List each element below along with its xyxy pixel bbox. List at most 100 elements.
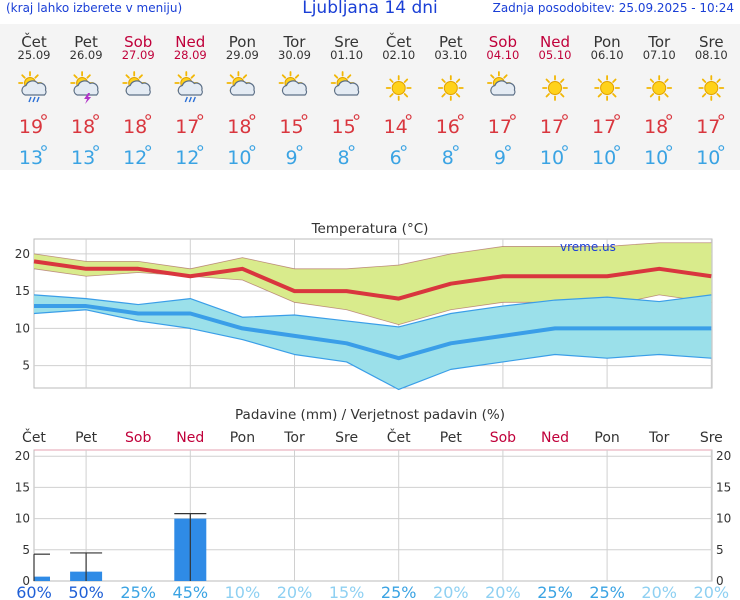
day-date: 04.10 — [486, 48, 519, 62]
degree-mark — [41, 114, 47, 120]
degree-mark — [197, 114, 204, 120]
sun-rays — [646, 75, 673, 101]
day-date: 30.09 — [278, 48, 311, 62]
x-day-label: Tor — [283, 430, 305, 446]
day-name: Ned — [175, 33, 205, 51]
degree-mark — [614, 114, 620, 120]
sun-disc — [704, 81, 719, 95]
max-temp-line — [33, 259, 712, 301]
max-temp: 17 — [592, 116, 616, 138]
x-day-label: Sob — [125, 430, 151, 446]
precip-probability-label: 25% — [537, 583, 573, 600]
max-temp: 18 — [644, 116, 668, 138]
min-temp: 10 — [540, 147, 564, 169]
sun-disc — [443, 81, 458, 95]
degree-mark — [718, 145, 725, 151]
day-name: Čet — [386, 32, 412, 51]
sun-ray — [597, 93, 602, 98]
sun-ray — [455, 78, 461, 83]
x-day-label: Pet — [440, 430, 463, 446]
x-day-label: Čet — [22, 428, 46, 446]
x-day-label: Sre — [335, 430, 358, 446]
day-name: Pet — [74, 33, 98, 51]
sun-cloud-icon — [226, 71, 255, 96]
sun-icon — [594, 75, 620, 101]
y-tick-label-right: 0 — [716, 574, 724, 588]
sun-disc — [391, 81, 406, 95]
x-day-label: Pet — [75, 430, 98, 446]
y-tick-label-right: 15 — [716, 480, 731, 494]
sun-icon — [542, 75, 568, 101]
sun-ray — [177, 74, 182, 79]
x-day-label: Sob — [490, 430, 516, 446]
sun-ray — [701, 93, 707, 98]
sun-ray — [441, 93, 446, 98]
sun-ray — [664, 93, 669, 98]
min-temp: 13 — [19, 147, 43, 169]
sun-ray — [281, 74, 287, 79]
sun-ray — [545, 78, 550, 83]
y-tick-label-left: 0 — [22, 574, 30, 588]
y-tick-label-left: 20 — [15, 449, 30, 463]
daily-forecast-svg: Čet25.091913Pet26.091813Sob27.091812Ned2… — [18, 32, 728, 169]
sun-disc — [652, 81, 667, 95]
degree-mark — [197, 145, 204, 151]
degree-mark — [666, 145, 673, 151]
day-date: 25.09 — [18, 48, 51, 62]
day-name: Pet — [439, 33, 463, 51]
precip-probability-label: 25% — [120, 583, 156, 600]
y-tick-label-right: 5 — [716, 543, 724, 557]
max-temp: 15 — [332, 116, 356, 138]
rain-drop — [32, 96, 36, 103]
lightning-bolt — [84, 93, 92, 104]
sun-cloud-rain-icon — [18, 71, 47, 103]
degree-mark — [249, 145, 256, 151]
sun-ray — [597, 78, 602, 83]
min-temp: 9 — [285, 147, 297, 169]
min-temp: 12 — [175, 147, 199, 169]
day-date: 27.09 — [122, 48, 155, 62]
min-temp: 10 — [592, 147, 616, 169]
y-tick-label-left: 10 — [15, 512, 30, 526]
degree-mark — [296, 145, 303, 151]
sun-cloud-icon — [330, 71, 360, 96]
x-day-label: Ned — [541, 430, 569, 446]
max-temp: 17 — [175, 116, 199, 138]
degree-mark — [348, 145, 355, 151]
day-name: Sre — [699, 33, 724, 51]
sun-icon — [698, 75, 725, 101]
sun-cloud-rain-icon — [174, 71, 203, 103]
cloud-shape — [229, 80, 255, 96]
precip-probability-label: 20% — [641, 583, 677, 600]
sun-ray — [649, 78, 655, 83]
rain-drop — [192, 96, 196, 103]
day-date: 01.10 — [330, 48, 363, 62]
day-name: Tor — [283, 33, 307, 51]
min-band-upper-edge — [33, 294, 712, 328]
cloud-shape — [125, 80, 151, 96]
degree-mark — [93, 114, 99, 120]
sun-ray — [664, 78, 669, 83]
sun-ray — [294, 74, 300, 79]
y-tick-label: 5 — [22, 359, 30, 373]
daily-forecast-strip: Čet 25.09 19 13 Pet 26.09 18 13 Sob 27.09 18 12 Ned 2… — [0, 24, 740, 170]
sun-icon — [385, 75, 412, 101]
precipitation-chart-title: Padavine (mm) / Verjetnost padavin (%) — [235, 407, 505, 423]
x-day-label: Ned — [176, 430, 204, 446]
sun-ray — [490, 74, 495, 79]
sun-ray — [347, 74, 352, 79]
day-date: 03.10 — [434, 48, 467, 62]
precip-probability-label: 20% — [694, 583, 730, 600]
sun-rays — [594, 75, 620, 101]
precip-probability-label: 20% — [433, 583, 469, 600]
max-temp: 15 — [279, 116, 303, 138]
precip-probability-label: 50% — [68, 583, 104, 600]
sun-ray — [716, 93, 721, 98]
rain-drop — [188, 96, 192, 103]
cloud-shape — [490, 80, 516, 96]
